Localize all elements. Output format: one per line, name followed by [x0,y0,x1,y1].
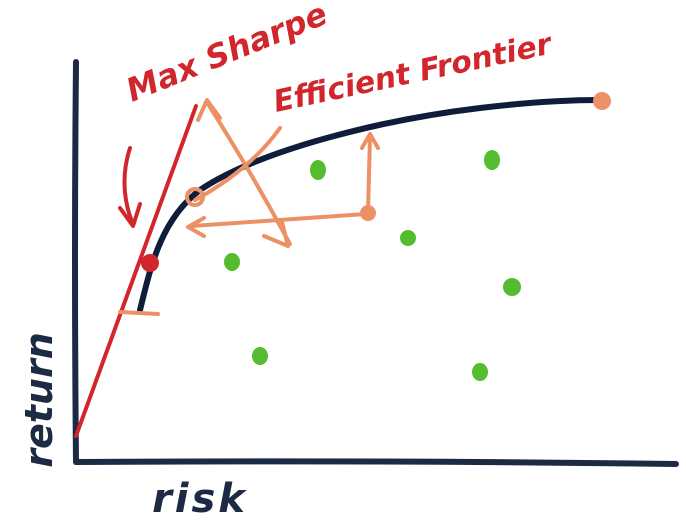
portfolio-point [252,347,268,365]
portfolio-point [400,230,416,246]
cross-line [193,126,282,202]
y-axis-label: return [17,332,61,468]
x-axis-label: risk [152,476,248,522]
efficient-frontier-curve [137,97,603,313]
axes [72,59,679,467]
left-arrow [190,212,368,228]
orange-tick [118,310,160,316]
max-sharpe-line [74,104,198,438]
portfolio-point [484,150,500,170]
portfolio-point [310,160,326,180]
y-axis [72,59,79,465]
up-arrow-right [366,134,372,214]
max-sharpe-point [141,254,159,272]
portfolio-points [224,150,521,381]
portfolio-point-orange [360,205,376,221]
frontier-point-orange-left [185,187,205,207]
up-arrow-left [206,102,292,246]
x-axis [73,458,679,467]
portfolio-point [224,253,240,271]
portfolio-point [503,278,521,296]
frontier-point-orange-end [593,92,611,110]
portfolio-point [472,363,488,381]
max-sharpe-arrow [118,146,142,228]
orange-annotations [186,98,380,248]
